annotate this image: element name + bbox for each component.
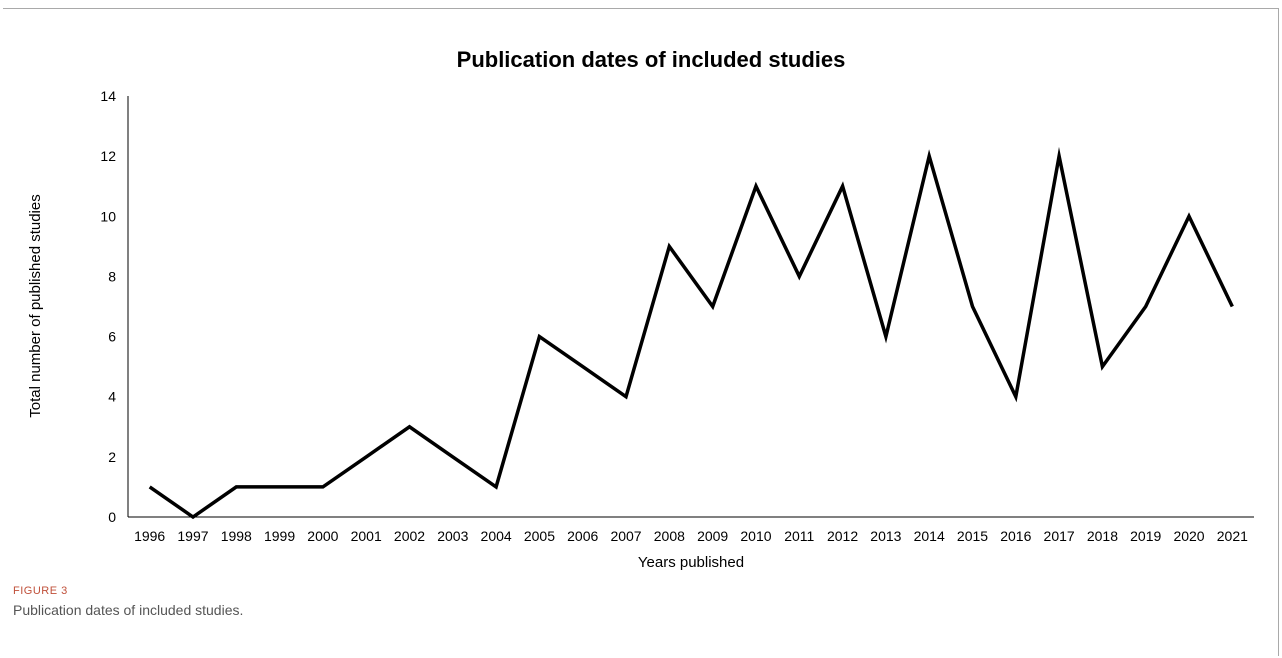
x-axis-label: Years published — [638, 554, 744, 571]
x-tick-label: 2011 — [784, 528, 814, 544]
x-tick-label: 2004 — [481, 528, 512, 544]
x-tick-label: 2006 — [567, 528, 598, 544]
x-tick-label: 2007 — [610, 528, 641, 544]
series-line — [148, 146, 1234, 520]
figure-frame — [3, 8, 1279, 656]
x-tick-label: 2021 — [1217, 528, 1248, 544]
x-tick-label: 2014 — [914, 528, 945, 544]
y-tick-label: 0 — [108, 509, 116, 525]
x-tick-label: 2002 — [394, 528, 425, 544]
x-tick-label: 2017 — [1044, 528, 1075, 544]
y-tick-label: 2 — [108, 449, 116, 465]
x-tick-label: 2005 — [524, 528, 555, 544]
x-tick-label: 1998 — [221, 528, 252, 544]
y-tick-label: 12 — [100, 148, 116, 164]
x-tick-label: 2008 — [654, 528, 685, 544]
y-tick-label: 8 — [108, 268, 116, 284]
x-tick-label: 2003 — [437, 528, 468, 544]
x-tick-label: 2009 — [697, 528, 728, 544]
x-tick-label: 2016 — [1000, 528, 1031, 544]
y-axis-ticks: 0 2 4 6 8 10 12 14 — [100, 88, 116, 525]
x-tick-label: 2020 — [1173, 528, 1204, 544]
data-series — [148, 146, 1234, 520]
x-tick-label: 2012 — [827, 528, 858, 544]
x-tick-label: 2015 — [957, 528, 988, 544]
x-tick-label: 1996 — [134, 528, 165, 544]
x-tick-label: 2000 — [307, 528, 338, 544]
x-tick-label: 1999 — [264, 528, 295, 544]
x-tick-label: 2018 — [1087, 528, 1118, 544]
x-axis-ticks: 1996 1997 1998 1999 2000 2001 2002 2003 2004 2005… — [134, 528, 1248, 544]
x-tick-label: 2013 — [870, 528, 901, 544]
x-tick-label: 2019 — [1130, 528, 1161, 544]
x-tick-label: 1997 — [177, 528, 208, 544]
y-tick-label: 14 — [100, 88, 116, 104]
y-tick-label: 4 — [108, 389, 116, 405]
line-chart: Publication dates of included studies To… — [27, 47, 1254, 571]
x-tick-label: 2010 — [740, 528, 771, 544]
y-tick-label: 10 — [100, 208, 116, 224]
y-tick-label: 6 — [108, 329, 116, 345]
y-axis-label: Total number of published studies — [27, 194, 44, 417]
x-tick-label: 2001 — [351, 528, 382, 544]
figure-caption: Publication dates of included studies. — [13, 602, 244, 618]
axes — [127, 96, 1254, 518]
figure-label: FIGURE 3 — [13, 585, 68, 597]
chart-title: Publication dates of included studies — [457, 47, 846, 72]
